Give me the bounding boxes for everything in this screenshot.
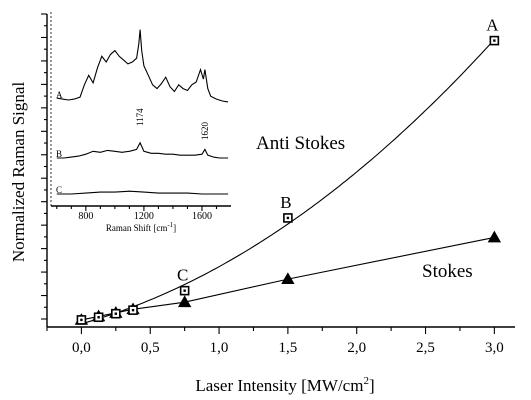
x-axis-title-text: Laser Intensity [MW/cm <box>195 376 363 395</box>
stokes-point <box>177 295 192 308</box>
x-tick-label: 2,5 <box>416 340 435 356</box>
anti-stokes-point-center <box>131 308 135 312</box>
inset-x-axis-title-superscript: -1 <box>167 221 173 229</box>
anti-stokes-point-center <box>97 316 100 319</box>
point-label-b: B <box>280 193 291 212</box>
inset-x-tick-label: 800 <box>78 211 93 222</box>
spectrum-b <box>56 141 229 159</box>
x-tick-label: 3,0 <box>485 340 504 356</box>
y-axis-title: Normalized Raman Signal <box>9 82 28 263</box>
inset-x-axis-title-end: ] <box>173 223 176 233</box>
peak-label: 1174 <box>135 108 145 126</box>
x-axis-title-end: ] <box>369 376 375 395</box>
x-tick-label: 0,0 <box>72 340 91 356</box>
peak-label: 1620 <box>200 122 210 141</box>
inset-x-tick-label: 1600 <box>192 211 212 222</box>
spectrum-c <box>56 190 229 195</box>
inset-x-axis-title: Raman Shift [cm-1] <box>106 221 176 233</box>
inset-x-axis-title-text: Raman Shift [cm <box>106 223 168 233</box>
main-plot: 0,0 0,5 1,0 1,5 2,0 2,5 3,0 Laser Intensity [MW… <box>9 13 515 395</box>
inset-series-label-a: A <box>56 90 63 100</box>
spectrum-a <box>56 29 229 103</box>
anti-stokes-point-center <box>183 289 186 292</box>
anti-stokes-label: Anti Stokes <box>256 133 345 154</box>
x-axis-title-superscript: 2 <box>363 375 369 387</box>
inset-series-label-b: B <box>56 149 62 159</box>
x-tick-label: 1,5 <box>279 340 298 356</box>
point-label-c: C <box>177 266 188 285</box>
stokes-point <box>281 272 295 285</box>
inset-plot: A B C 1174 1620 800 1200 1600 Raman Shift [cm-1] <box>50 12 231 233</box>
x-axis-title: Laser Intensity [MW/cm2] <box>195 375 374 395</box>
x-tick-label: 1,0 <box>210 340 229 356</box>
anti-stokes-point-center <box>286 216 290 220</box>
anti-stokes-point-center <box>493 39 496 42</box>
anti-stokes-point-center <box>80 318 83 322</box>
x-tick-label: 2,0 <box>347 340 366 356</box>
point-label-a: A <box>486 16 499 35</box>
stokes-point <box>487 230 502 243</box>
inset-series-label-c: C <box>56 185 62 195</box>
stokes-label: Stokes <box>422 261 473 282</box>
anti-stokes-point-center <box>114 312 118 315</box>
anti-stokes-fit-curve <box>81 39 495 325</box>
inset-x-tick-label: 1200 <box>134 211 154 222</box>
x-tick-label: 0,5 <box>141 340 160 356</box>
